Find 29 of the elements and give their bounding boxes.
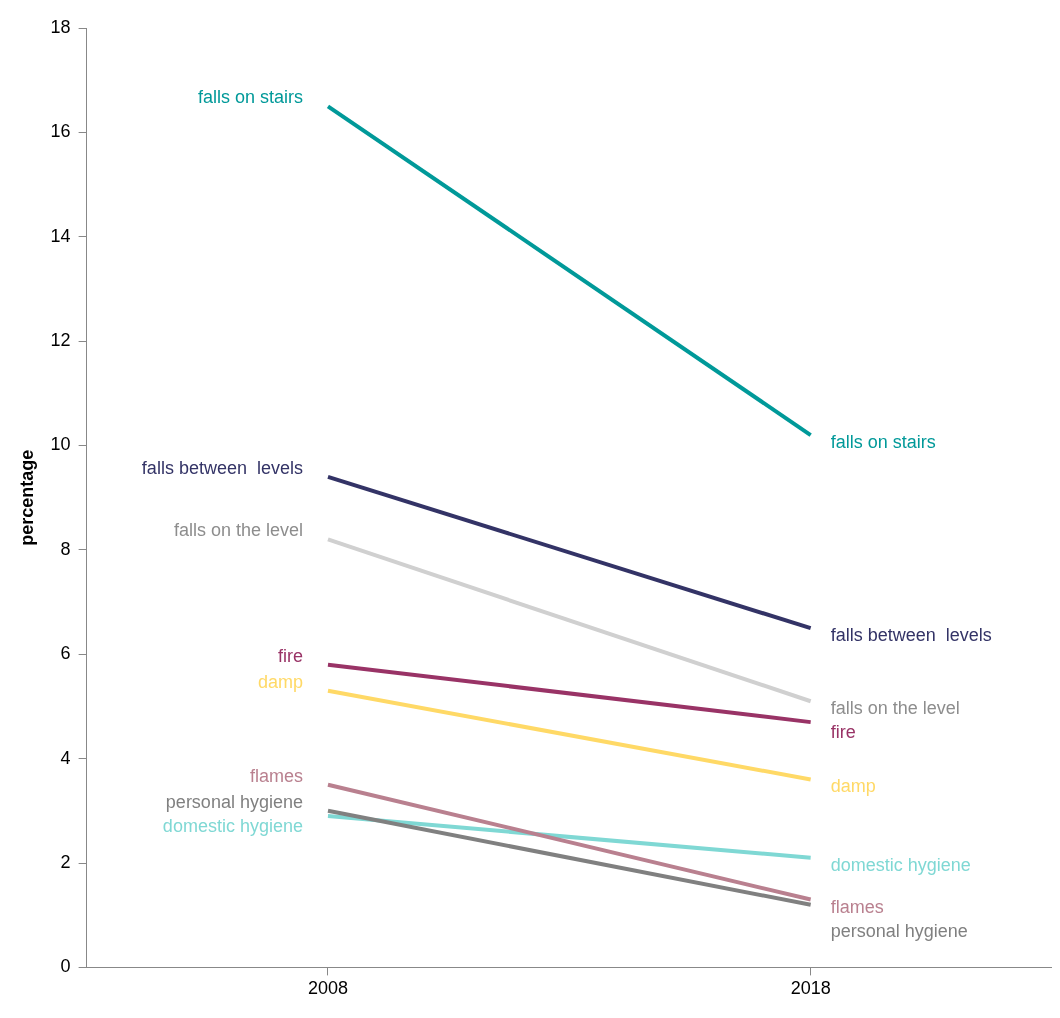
text: falls on stairs (197, 87, 303, 108)
x-tick-label: 2018 (790, 978, 831, 999)
text: domestic hygiene (162, 815, 303, 836)
y-tick-label: 2 (60, 851, 71, 872)
series-label: falls on stairs (830, 432, 936, 453)
series-label: fire (830, 722, 856, 743)
text: flames (249, 765, 303, 786)
y-axis-title: percentage (16, 449, 37, 546)
x-tick-label: 2008 (307, 978, 348, 999)
series-label: falls between levels (830, 625, 992, 646)
y-tick-label: 12 (50, 330, 71, 351)
text: falls between levels (141, 457, 303, 478)
y-tick-label: 4 (60, 747, 71, 768)
text: personal hygiene (830, 920, 968, 941)
y-tick-label: 18 (50, 16, 71, 37)
y-tick-label: 14 (50, 225, 71, 246)
text: damp (257, 671, 303, 692)
y-tick-label: 0 (60, 956, 71, 977)
text: falls on the level (173, 520, 303, 541)
text: fire (277, 645, 303, 666)
y-tick-label: 6 (60, 643, 71, 664)
y-tick-label: 10 (50, 434, 71, 455)
series-label: domestic hygiene (830, 854, 971, 875)
y-tick-label: 8 (60, 538, 71, 559)
series-label: damp (830, 776, 876, 797)
series-label: falls on the level (830, 698, 960, 719)
y-tick-label: 16 (50, 121, 71, 142)
series-label: personal hygiene (165, 791, 303, 812)
series-label: flames (830, 896, 884, 917)
